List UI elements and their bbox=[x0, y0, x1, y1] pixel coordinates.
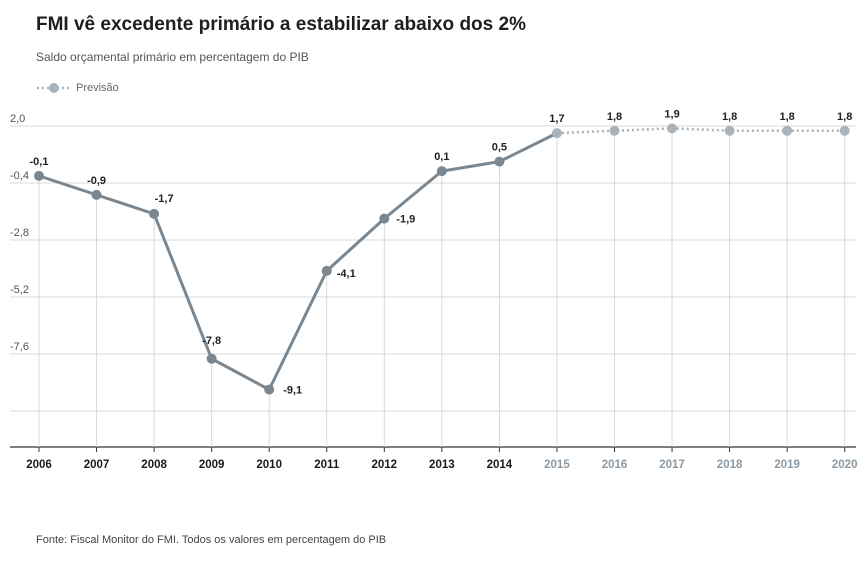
x-tick-label: 2019 bbox=[774, 459, 800, 471]
data-point bbox=[206, 353, 217, 364]
x-tick-label: 2015 bbox=[544, 459, 570, 471]
data-label: 1,9 bbox=[664, 108, 679, 120]
x-tick-label: 2010 bbox=[256, 459, 282, 471]
x-tick-label: 2008 bbox=[141, 459, 167, 471]
data-label: 1,7 bbox=[549, 113, 564, 125]
series-line-forecast bbox=[556, 127, 845, 135]
x-tick-label: 2012 bbox=[372, 459, 398, 471]
data-point bbox=[839, 125, 850, 136]
data-point bbox=[551, 128, 562, 139]
chart-subtitle: Saldo orçamental primário em percentagem… bbox=[36, 50, 309, 64]
data-label: 1,8 bbox=[722, 111, 737, 123]
data-label: -7,8 bbox=[202, 335, 221, 347]
legend: Previsão bbox=[36, 82, 119, 94]
y-tick-label: 2,0 bbox=[10, 113, 25, 125]
data-label: 0,1 bbox=[434, 151, 449, 163]
data-label: -1,9 bbox=[396, 214, 415, 226]
data-label: -0,9 bbox=[87, 175, 106, 187]
x-tick-label: 2016 bbox=[602, 459, 628, 471]
data-point bbox=[436, 166, 447, 177]
y-tick-label: -5,2 bbox=[10, 284, 29, 296]
data-label: -9,1 bbox=[283, 385, 302, 397]
data-label: 1,8 bbox=[780, 111, 795, 123]
data-point bbox=[34, 170, 44, 181]
data-point bbox=[609, 125, 620, 136]
data-point bbox=[782, 125, 793, 136]
y-tick-label: -2,8 bbox=[10, 227, 29, 239]
data-label: -1,7 bbox=[155, 193, 174, 205]
data-point bbox=[494, 156, 505, 167]
data-point bbox=[264, 384, 275, 395]
x-tick-label: 2009 bbox=[199, 459, 225, 471]
legend-forecast-label: Previsão bbox=[76, 82, 119, 94]
data-point bbox=[379, 213, 390, 224]
y-tick-label: -7,6 bbox=[10, 341, 29, 353]
data-label: 0,5 bbox=[492, 142, 507, 154]
x-tick-label: 2014 bbox=[487, 459, 513, 471]
x-tick-label: 2011 bbox=[314, 459, 340, 471]
x-tick-label: 2006 bbox=[26, 459, 52, 471]
data-label: -0,1 bbox=[30, 156, 49, 168]
source-note: Fonte: Fiscal Monitor do FMI. Todos os v… bbox=[36, 534, 387, 546]
forecast-legend-marker bbox=[37, 83, 71, 93]
data-point bbox=[149, 208, 160, 219]
y-tick-label: -0,4 bbox=[10, 170, 29, 182]
x-tick-label: 2007 bbox=[84, 459, 110, 471]
x-tick-label: 2018 bbox=[717, 459, 743, 471]
data-label: 1,8 bbox=[607, 111, 622, 123]
data-point bbox=[724, 125, 735, 136]
data-point bbox=[667, 123, 678, 134]
x-tick-label: 2013 bbox=[429, 459, 455, 471]
series-line-actual bbox=[38, 131, 558, 392]
data-label: 1,8 bbox=[837, 111, 852, 123]
data-point bbox=[321, 265, 332, 276]
data-point bbox=[91, 189, 102, 200]
data-label: -4,1 bbox=[337, 268, 356, 280]
chart-title: FMI vê excedente primário a estabilizar … bbox=[36, 14, 526, 35]
x-tick-label: 2020 bbox=[832, 459, 858, 471]
x-tick-label: 2017 bbox=[659, 459, 685, 471]
